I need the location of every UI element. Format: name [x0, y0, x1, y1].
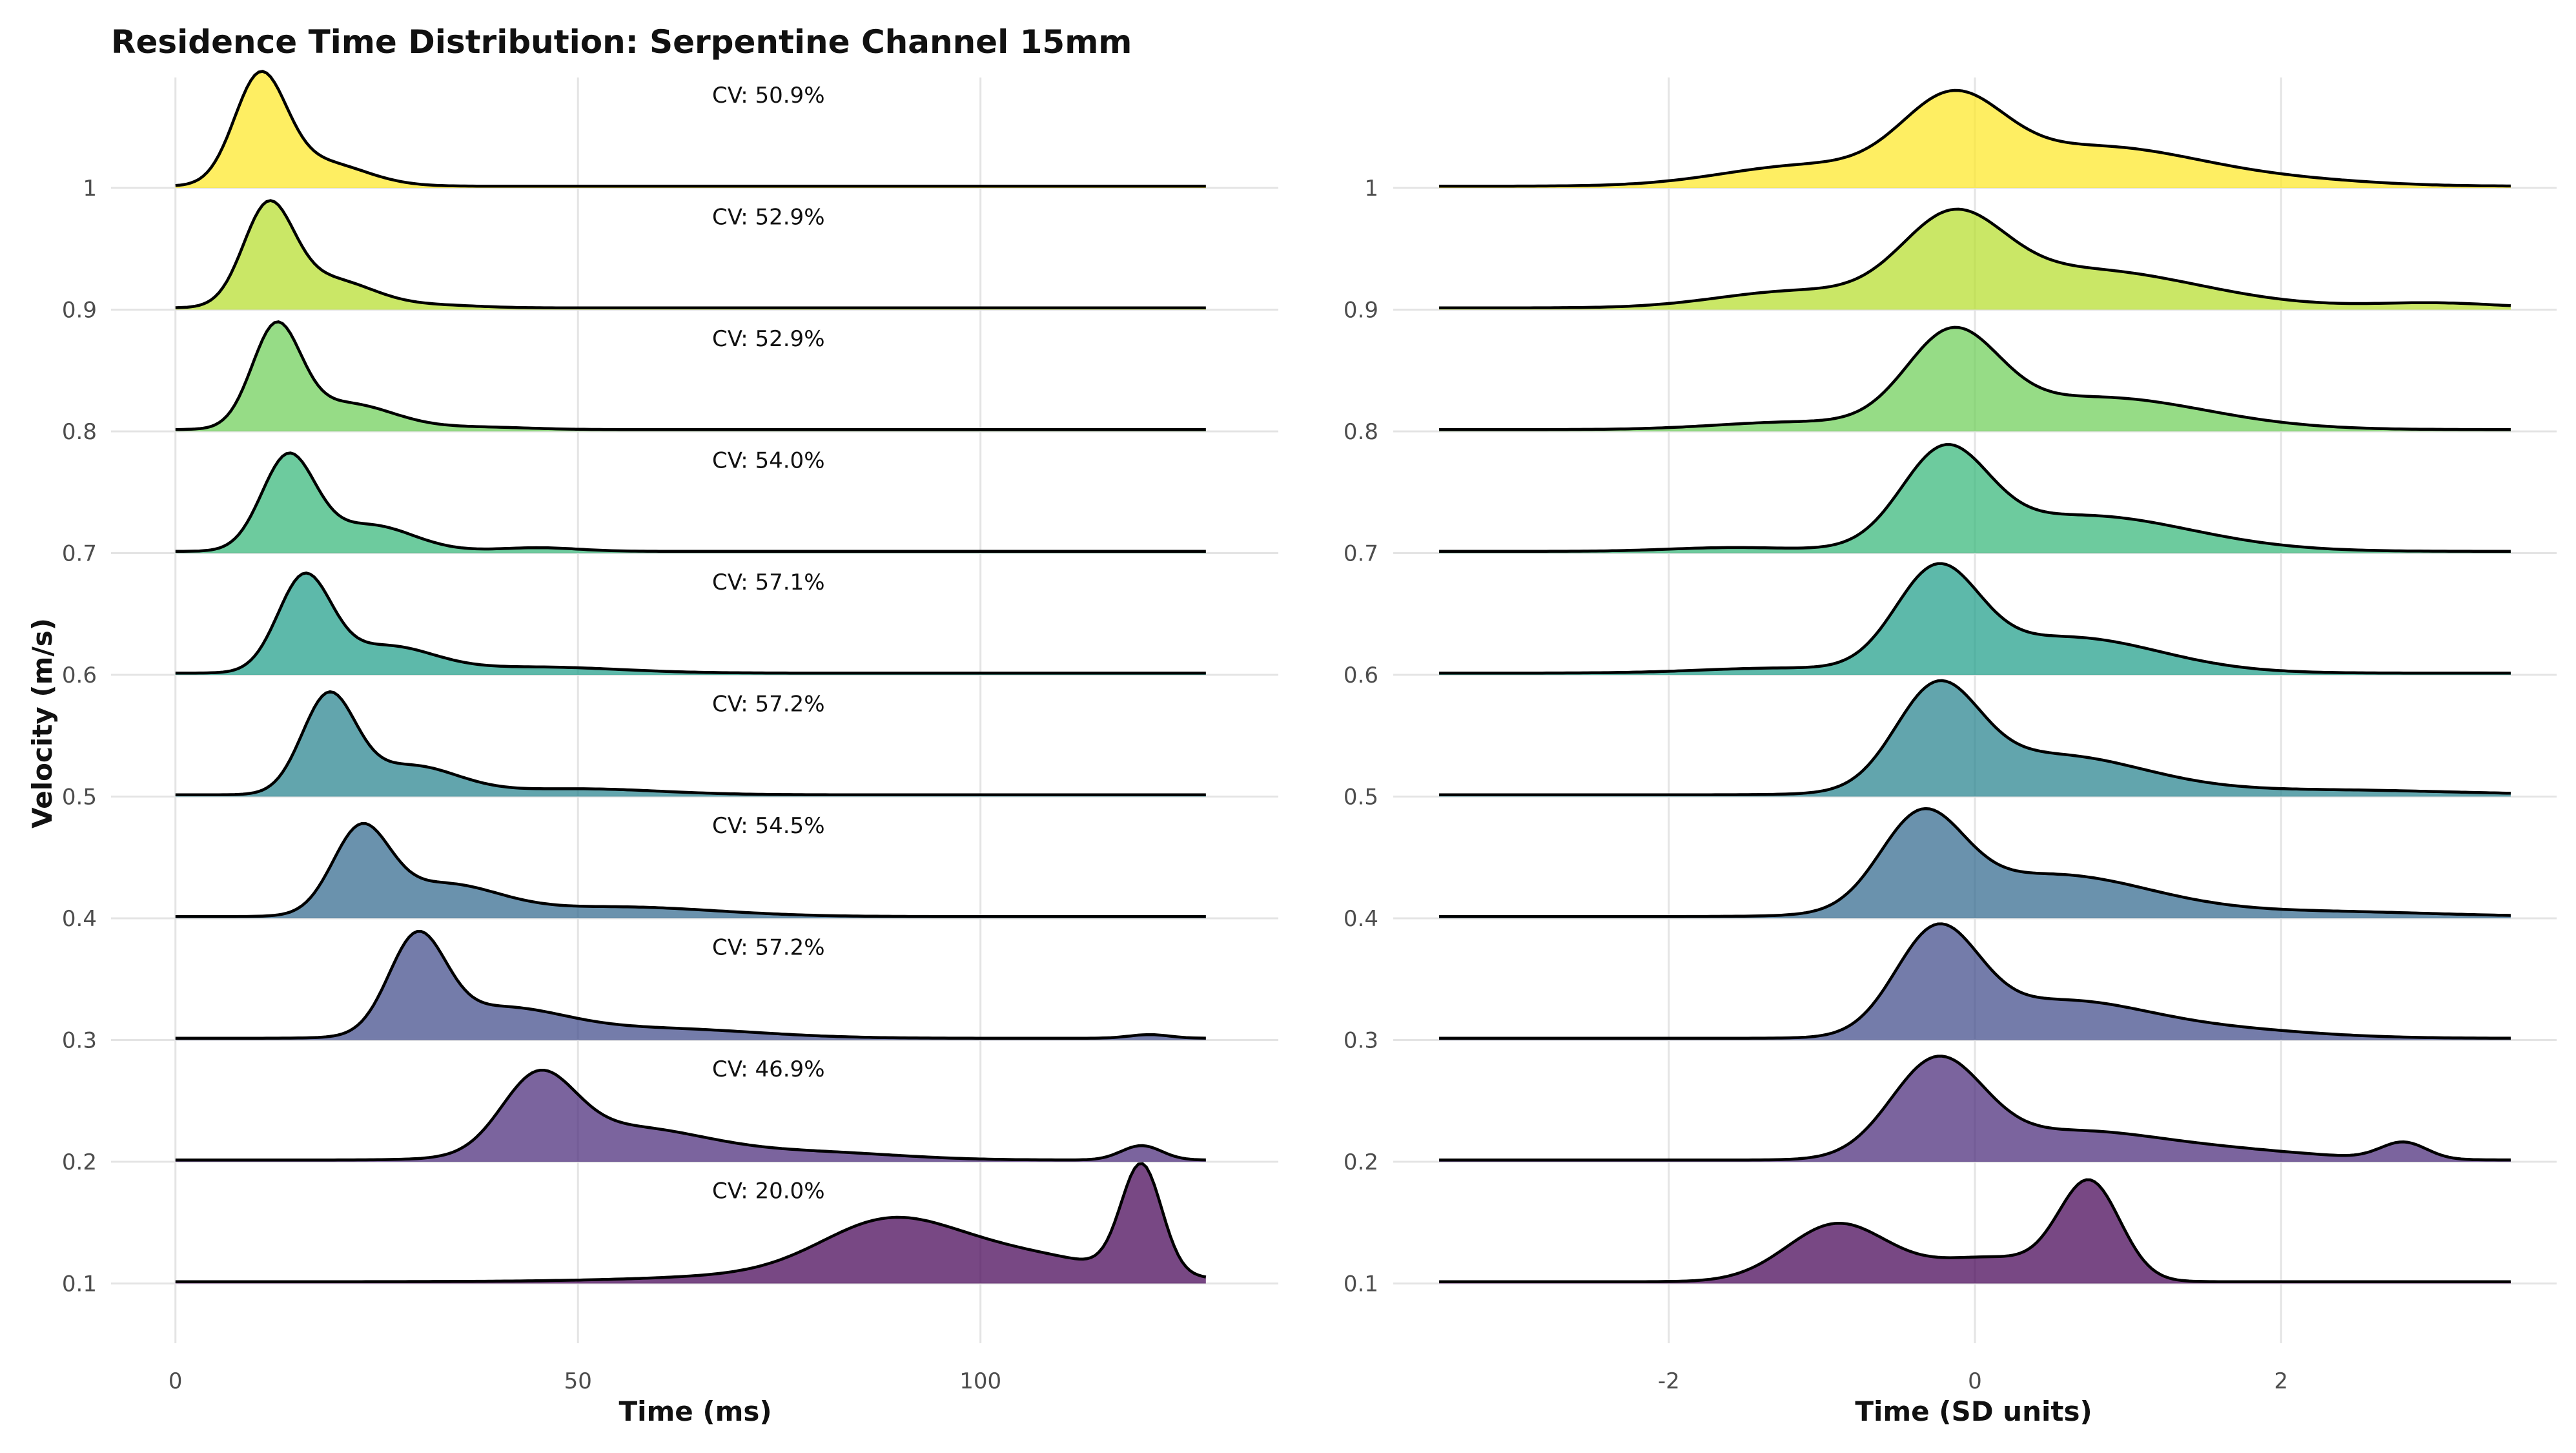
ridge-outline: [175, 1162, 1207, 1283]
y-tick-label: 0.3: [62, 1028, 97, 1054]
ridge-outline: [175, 571, 1206, 675]
cv-annotation: CV: 46.9%: [712, 1056, 825, 1082]
ridge-outline: [1439, 1178, 2511, 1283]
right-panel: -2 0 2 0.1 0.2 0.3 0.4 0.5 0.6 0.7 0.8 0.9 1: [1344, 77, 2557, 1394]
y-tick-label: 0.5: [1344, 785, 1378, 810]
ridge-fill: [1439, 809, 2511, 918]
ridge-fill: [175, 1163, 1206, 1284]
ridge-fill: [1439, 1056, 2511, 1162]
y-tick-label: 0.6: [1344, 663, 1378, 688]
ridge-outline: [175, 320, 1206, 431]
ridge-fill: [175, 823, 1206, 918]
y-tick-label: 0.9: [1344, 298, 1378, 324]
y-tick-label: 0.8: [1344, 419, 1378, 445]
ridge-outline: [1439, 207, 2511, 309]
x-tick-label: -2: [1658, 1368, 1680, 1394]
ridge-fill: [1439, 1179, 2511, 1284]
x-tick-label: 50: [564, 1368, 592, 1394]
cv-annotation: CV: 54.0%: [712, 448, 825, 474]
x-tick-label: 2: [2274, 1368, 2288, 1394]
ridge-fill: [1439, 444, 2511, 553]
cv-annotation: CV: 57.2%: [712, 692, 825, 717]
ridge-fill: [1439, 563, 2511, 675]
ridge-fill: [1439, 327, 2511, 431]
y-tick-label: 0.1: [1344, 1272, 1378, 1297]
ridge-outline: [175, 930, 1206, 1040]
cv-annotation: CV: 52.9%: [712, 205, 825, 231]
ridge-outline: [1439, 807, 2511, 918]
y-tick-label: 1: [1364, 176, 1378, 201]
y-axis-title: Velocity (m/s): [26, 618, 58, 829]
ridge-fill: [175, 1070, 1206, 1162]
y-tick-label: 0.5: [62, 785, 97, 810]
chart-title: Residence Time Distribution: Serpentine …: [111, 23, 1132, 61]
ridge-fill: [175, 71, 1206, 188]
ridge-outline: [1439, 443, 2511, 553]
ridge-outline: [175, 690, 1206, 796]
cv-annotation: CV: 20.0%: [712, 1179, 825, 1204]
ridge-outline: [1439, 922, 2511, 1040]
ridge-fill: [175, 453, 1206, 553]
y-tick-label: 0.7: [1344, 541, 1378, 567]
ridge-outline: [1439, 679, 2511, 796]
ridge-fill: [175, 200, 1206, 310]
y-tick-label: 0.6: [62, 663, 97, 688]
ridge-fill: [1439, 680, 2511, 797]
cv-annotation: CV: 57.1%: [712, 570, 825, 595]
ridge-outline: [175, 822, 1206, 918]
ridge-fill: [175, 573, 1206, 675]
ridge-fill: [1439, 209, 2511, 310]
right-x-axis-title: Time (SD units): [1855, 1396, 2092, 1427]
y-tick-label: 0.2: [62, 1149, 97, 1175]
x-tick-label: 0: [169, 1368, 183, 1394]
ridge-outline: [175, 1068, 1206, 1162]
ridge-outline: [1439, 562, 2511, 675]
y-tick-label: 0.7: [62, 541, 97, 567]
y-tick-label: 0.8: [62, 419, 97, 445]
ridge-fill: [1439, 90, 2511, 188]
y-tick-label: 0.4: [1344, 906, 1378, 932]
ridge-fill: [175, 692, 1206, 797]
ridge-fill: [1439, 923, 2511, 1040]
y-tick-label: 0.2: [1344, 1149, 1378, 1175]
y-tick-label: 1: [83, 176, 97, 201]
left-x-axis-title: Time (ms): [618, 1396, 772, 1427]
ridge-outline: [175, 199, 1206, 309]
cv-annotation: CV: 54.5%: [712, 813, 825, 839]
ridge-outline: [1439, 1055, 2511, 1162]
y-tick-label: 0.1: [62, 1272, 97, 1297]
cv-annotation: CV: 57.2%: [712, 935, 825, 961]
x-tick-label: 100: [959, 1368, 1001, 1394]
cv-annotation: CV: 50.9%: [712, 83, 825, 108]
ridge-outline: [175, 70, 1206, 188]
x-tick-label: 0: [1968, 1368, 1982, 1394]
ridge-outline: [1439, 325, 2511, 431]
ridge-outline: [1439, 88, 2511, 188]
y-tick-label: 0.4: [62, 906, 97, 932]
ridge-outline: [175, 451, 1206, 553]
cv-annotation: CV: 52.9%: [712, 326, 825, 352]
left-panel: 0 50 100 0.1 0.2 0.3 0.4 0.5 0.6 0.7 0.8 0.9 1 CV: 50…: [62, 70, 1278, 1394]
ridge-fill: [175, 931, 1206, 1040]
y-tick-label: 0.3: [1344, 1028, 1378, 1054]
y-tick-label: 0.9: [62, 298, 97, 324]
ridge-fill: [175, 322, 1206, 431]
